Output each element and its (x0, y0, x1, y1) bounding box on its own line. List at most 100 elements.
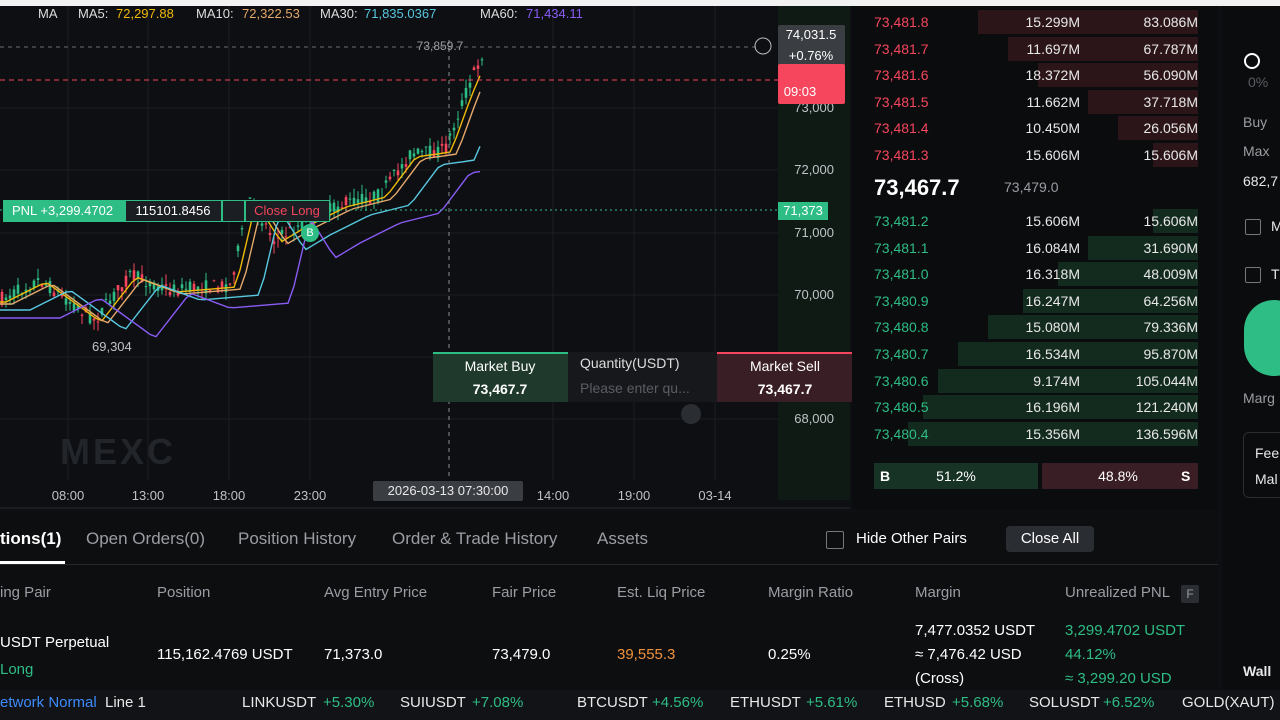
top-strip (0, 0, 1280, 6)
tab[interactable]: Position History (238, 529, 357, 548)
ticker-symbol: SUIUSDT (400, 694, 466, 711)
table-header: Margin (915, 584, 961, 601)
chart-panel (0, 0, 850, 510)
unrealized-pnl: 44.12% (1065, 646, 1116, 663)
ticker-change: +6.52% (1103, 694, 1155, 711)
candle-body (336, 206, 340, 213)
candle-body (468, 82, 472, 88)
wallet-label: Wall (1243, 663, 1272, 679)
candle-body (88, 312, 92, 324)
margin-value: (Cross) (915, 670, 965, 687)
ma-legend-item: 71,434.11 (526, 6, 583, 21)
ask-size: 11.662M (1026, 93, 1080, 110)
watermark: MEXC (60, 431, 177, 472)
buy-ratio-bar (874, 463, 1038, 489)
bid-price: 73,481.1 (874, 239, 929, 256)
candle-body (448, 133, 452, 136)
tab[interactable]: Order & Trade History (392, 529, 558, 548)
ask-price: 73,481.7 (874, 40, 929, 57)
entry-price-tag: 71,373 (783, 203, 823, 218)
bid-total: 48.009M (1143, 266, 1198, 283)
margin-label: Marg (1243, 390, 1275, 406)
hide-other-pairs: Hide Other Pairs (856, 530, 967, 547)
tab[interactable]: tions(1) (0, 529, 62, 548)
checkbox-label: T (1271, 266, 1280, 282)
candle-body (148, 281, 152, 287)
candle-body (264, 223, 268, 225)
candle-body (44, 284, 48, 286)
ask-size: 18.372M (1025, 67, 1080, 84)
candle-body (96, 321, 100, 323)
table-header: Est. Liq Price (617, 584, 706, 601)
candle-body (332, 202, 336, 212)
hide-pairs-checkbox[interactable] (826, 531, 844, 549)
ask-total: 37.718M (1143, 93, 1198, 110)
size-box (125, 200, 222, 222)
quantity-box[interactable] (568, 352, 717, 402)
candle-body (240, 228, 244, 230)
bid-depth-bar (908, 421, 1198, 446)
sell-ratio-label: S (1181, 468, 1191, 484)
crosshair-time: 2026-03-13 07:30:00 (387, 483, 509, 498)
candle-body (344, 197, 348, 206)
candle-body (84, 307, 88, 313)
countdown: 09:03 (783, 84, 817, 99)
ma-legend-item: MA10: (196, 6, 234, 21)
table-header: Fair Price (492, 584, 557, 601)
candle-body (416, 148, 420, 154)
time-axis-label: 03-14 (698, 488, 732, 503)
max-label: Max (1243, 143, 1270, 159)
ma-legend-item: 72,322.53 (242, 6, 300, 21)
bid-total: 79.336M (1143, 319, 1198, 336)
buy-marker-label: B (306, 227, 314, 239)
buy-ratio-label: B (880, 468, 891, 484)
checkbox[interactable] (1245, 219, 1261, 235)
candle-body (352, 197, 356, 206)
table-header: Position (157, 584, 211, 601)
ticker-change: +4.56% (652, 694, 704, 711)
candle-body (100, 307, 104, 315)
high-price: 74,031.5 (785, 27, 837, 42)
price-axis-label: 71,000 (794, 225, 834, 240)
close-long-box[interactable] (245, 200, 330, 222)
ask-depth-bar (1153, 143, 1198, 167)
unrealized-pnl: ≈ 3,299.20 USD (1065, 670, 1172, 687)
liq-price: 39,555.3 (617, 646, 676, 663)
ask-size: 15.299M (1025, 14, 1080, 30)
table-header: Avg Entry Price (324, 584, 428, 601)
candle-body (284, 236, 288, 238)
ticker-symbol: ETHUSD (884, 694, 946, 711)
ticker-symbol: BTCUSDT (577, 694, 648, 711)
fair-price: 73,479.0 (492, 646, 551, 663)
candle-body (64, 298, 68, 305)
candle-body (76, 305, 80, 309)
candle-body (112, 291, 116, 301)
candle-body (104, 298, 108, 300)
bid-price: 73,481.2 (874, 213, 929, 229)
market-buy-button[interactable] (433, 352, 568, 402)
last-price: 73,467.7 (874, 175, 960, 200)
bid-total: 105.044M (1135, 372, 1198, 389)
candle-body (204, 280, 208, 294)
bid-depth-bar (1088, 235, 1198, 260)
tab[interactable]: Assets (597, 529, 649, 548)
table-header: Margin Ratio (768, 584, 854, 601)
candle-body (376, 189, 380, 202)
candle-body (428, 145, 432, 158)
buy-button[interactable] (1244, 300, 1280, 376)
buy-ratio: 51.2% (936, 468, 976, 484)
ask-total: 15.606M (1143, 147, 1198, 163)
status-bar (0, 690, 1280, 720)
checkbox[interactable] (1245, 267, 1261, 283)
candle-body (248, 197, 252, 199)
candle-body (412, 153, 416, 157)
candle-body (36, 278, 40, 280)
table-header: Unrealized PNL (1065, 584, 1171, 601)
line-selector[interactable]: Line 1 (105, 694, 146, 711)
candle-body (172, 284, 176, 292)
market-sell-button[interactable] (717, 352, 852, 402)
tab[interactable]: Open Orders(0) (86, 529, 206, 548)
candle-body (192, 283, 196, 292)
candle-body (32, 280, 36, 288)
close-all-button[interactable] (1006, 526, 1094, 552)
